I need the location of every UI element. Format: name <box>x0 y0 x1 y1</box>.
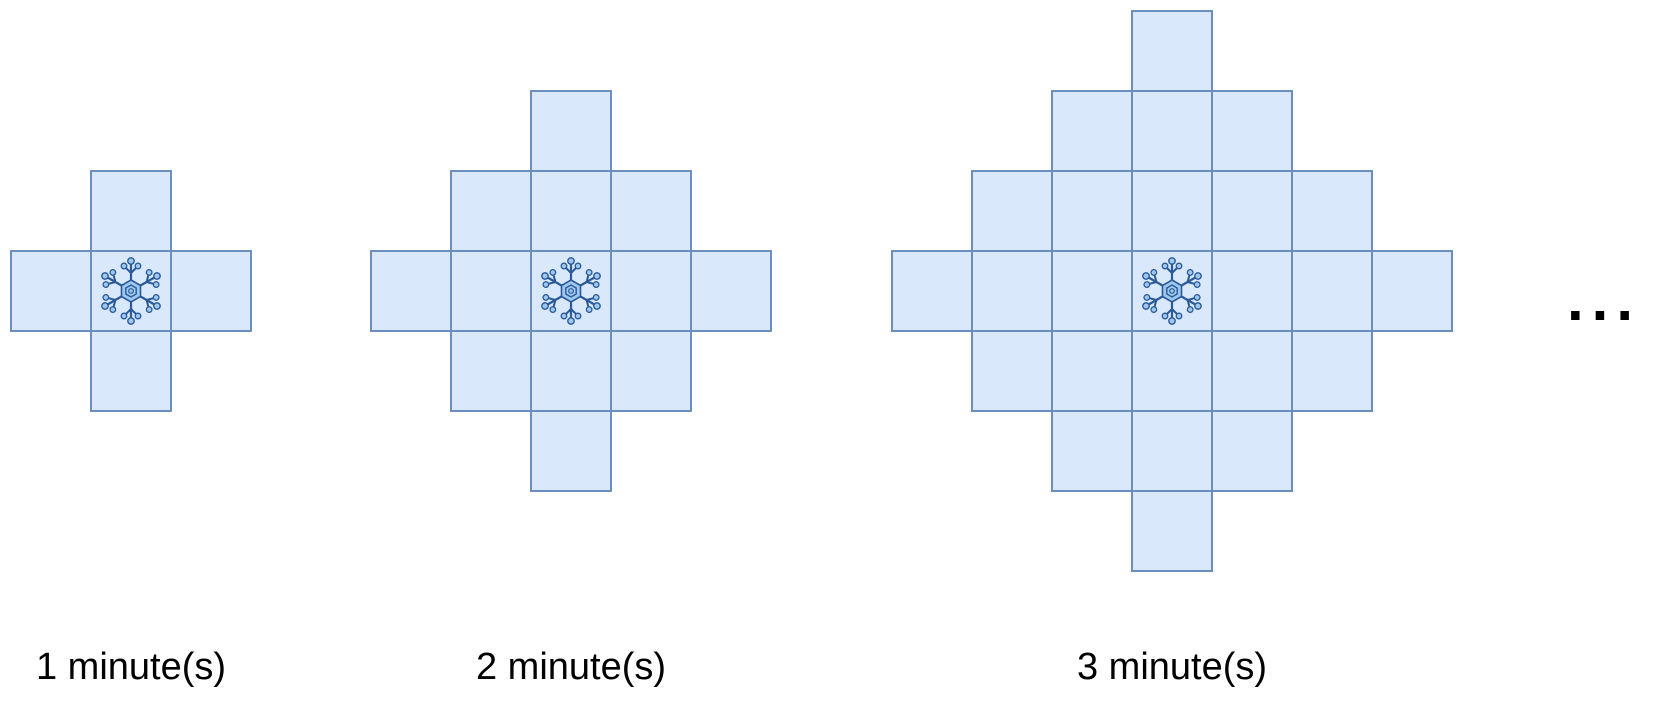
grid-cell <box>1131 410 1213 492</box>
grid-cell <box>90 170 172 252</box>
grid-cell <box>450 250 532 332</box>
grid-cell <box>891 250 973 332</box>
diamond-grid-1-minute <box>10 170 252 412</box>
grid-cell <box>530 90 612 172</box>
grid-cell <box>1291 330 1373 412</box>
grid-cell <box>971 330 1053 412</box>
stage-label-3-minutes: 3 minute(s) <box>1076 646 1268 688</box>
grid-cell <box>1131 330 1213 412</box>
grid-cell <box>1211 170 1293 252</box>
grid-cell <box>610 330 692 412</box>
grid-cell <box>1051 410 1133 492</box>
diamond-grid-3-minute <box>891 10 1453 572</box>
grid-cell <box>971 170 1053 252</box>
grid-cell <box>530 410 612 492</box>
continuation-ellipsis: ... <box>1567 266 1642 333</box>
grid-cell <box>1211 410 1293 492</box>
grid-cell <box>1211 330 1293 412</box>
grid-cell <box>1291 250 1373 332</box>
stage-label-2-minutes: 2 minute(s) <box>475 646 667 688</box>
grid-cell <box>450 170 532 252</box>
grid-cell <box>610 170 692 252</box>
grid-cell <box>10 250 92 332</box>
grid-cell <box>610 250 692 332</box>
grid-cell <box>90 330 172 412</box>
grid-cell <box>1131 170 1213 252</box>
grid-cell <box>971 250 1053 332</box>
grid-cell <box>1051 330 1133 412</box>
grid-cell <box>1051 250 1133 332</box>
grid-cell <box>1371 250 1453 332</box>
grid-cell <box>1291 170 1373 252</box>
grid-cell <box>1131 90 1213 172</box>
grid-cell <box>1211 90 1293 172</box>
grid-cell <box>370 250 452 332</box>
grid-cell <box>1051 90 1133 172</box>
grid-cell <box>1131 10 1213 92</box>
grid-cell <box>690 250 772 332</box>
grid-cell <box>530 170 612 252</box>
grid-cell <box>170 250 252 332</box>
grid-cell <box>450 330 532 412</box>
grid-cell <box>530 330 612 412</box>
grid-cell <box>1131 490 1213 572</box>
stage-label-1-minute: 1 minute(s) <box>35 646 227 688</box>
diamond-grid-2-minute <box>370 90 772 492</box>
grid-cell <box>1211 250 1293 332</box>
grid-cell <box>1051 170 1133 252</box>
